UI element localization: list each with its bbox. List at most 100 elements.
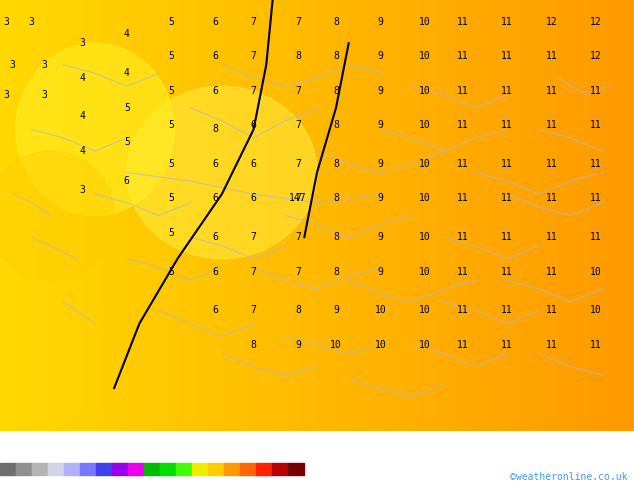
Text: -48: -48 — [16, 479, 27, 485]
Text: 3: 3 — [10, 60, 16, 70]
Text: 7: 7 — [250, 86, 257, 96]
Text: 42: 42 — [256, 479, 265, 485]
Text: 6: 6 — [212, 232, 219, 242]
Text: 8: 8 — [295, 51, 301, 61]
Text: 8: 8 — [333, 51, 339, 61]
Text: 8: 8 — [212, 124, 219, 134]
Text: 5: 5 — [168, 267, 174, 277]
Text: 6: 6 — [212, 86, 219, 96]
Text: 11: 11 — [501, 120, 513, 130]
Text: 11: 11 — [501, 232, 513, 242]
Text: 3: 3 — [79, 185, 86, 195]
Text: 5: 5 — [168, 51, 174, 61]
Text: 7: 7 — [250, 17, 257, 26]
Text: 9: 9 — [377, 17, 384, 26]
Text: 9: 9 — [377, 86, 384, 96]
Ellipse shape — [127, 86, 317, 259]
Text: 9: 9 — [377, 194, 384, 203]
Text: 11: 11 — [501, 51, 513, 61]
Bar — [288, 464, 304, 475]
Text: 3: 3 — [79, 38, 86, 48]
Text: 10: 10 — [375, 340, 386, 350]
Text: 7: 7 — [295, 159, 301, 169]
Text: 10: 10 — [419, 120, 430, 130]
Text: 11: 11 — [501, 194, 513, 203]
Text: 8: 8 — [333, 194, 339, 203]
Text: -54: -54 — [0, 479, 11, 485]
Text: 11: 11 — [590, 120, 602, 130]
Text: 11: 11 — [457, 86, 469, 96]
Bar — [64, 464, 80, 475]
Text: 9: 9 — [377, 51, 384, 61]
Text: 11: 11 — [546, 232, 557, 242]
Text: 3: 3 — [41, 90, 48, 100]
Text: 10: 10 — [419, 305, 430, 316]
Text: 10: 10 — [419, 340, 430, 350]
Text: 12: 12 — [590, 17, 602, 26]
Text: 10: 10 — [419, 86, 430, 96]
Text: 7: 7 — [295, 86, 301, 96]
Bar — [80, 464, 96, 475]
Text: 10: 10 — [419, 17, 430, 26]
Text: 7: 7 — [250, 267, 257, 277]
Text: 7: 7 — [250, 305, 257, 316]
Text: 6: 6 — [212, 17, 219, 26]
Text: 11: 11 — [590, 194, 602, 203]
Text: 10: 10 — [330, 340, 342, 350]
Text: 8: 8 — [333, 159, 339, 169]
Text: -42: -42 — [32, 479, 43, 485]
Text: 11: 11 — [501, 86, 513, 96]
Text: 8: 8 — [333, 232, 339, 242]
Text: 8: 8 — [250, 340, 257, 350]
Text: 6: 6 — [250, 120, 257, 130]
Text: 5: 5 — [124, 137, 130, 147]
Text: -12: -12 — [112, 479, 124, 485]
Text: 11: 11 — [457, 51, 469, 61]
Text: 12: 12 — [176, 479, 185, 485]
Text: 10: 10 — [419, 159, 430, 169]
Text: 36: 36 — [240, 479, 249, 485]
Bar — [208, 464, 224, 475]
Text: -6: -6 — [128, 479, 135, 485]
Bar — [128, 464, 144, 475]
Text: 7: 7 — [250, 51, 257, 61]
Text: 4: 4 — [79, 111, 86, 122]
Text: 5: 5 — [168, 120, 174, 130]
Bar — [192, 464, 208, 475]
Text: 8: 8 — [333, 267, 339, 277]
Text: 11: 11 — [590, 159, 602, 169]
Text: 11: 11 — [501, 305, 513, 316]
Text: 9: 9 — [377, 232, 384, 242]
Text: 11: 11 — [590, 232, 602, 242]
Text: 5: 5 — [168, 159, 174, 169]
Text: 9: 9 — [333, 305, 339, 316]
Text: -18: -18 — [96, 479, 108, 485]
Text: -36: -36 — [48, 479, 60, 485]
Text: 8: 8 — [333, 17, 339, 26]
Text: 7: 7 — [295, 17, 301, 26]
Text: -30: -30 — [64, 479, 75, 485]
Text: 5: 5 — [168, 86, 174, 96]
Text: 11: 11 — [546, 305, 557, 316]
Text: 0: 0 — [144, 479, 148, 485]
Text: 9: 9 — [377, 159, 384, 169]
Bar — [16, 464, 32, 475]
Text: 48: 48 — [272, 479, 281, 485]
Text: 11: 11 — [546, 51, 557, 61]
Text: 5: 5 — [124, 103, 130, 113]
Text: 12: 12 — [546, 17, 557, 26]
Text: 11: 11 — [457, 340, 469, 350]
Text: 6: 6 — [212, 267, 219, 277]
Text: 6: 6 — [212, 305, 219, 316]
Text: 9: 9 — [295, 340, 301, 350]
Text: 11: 11 — [546, 159, 557, 169]
Text: 4: 4 — [79, 73, 86, 83]
Text: 11: 11 — [501, 17, 513, 26]
Text: 54: 54 — [288, 479, 297, 485]
Text: 4: 4 — [124, 29, 130, 40]
Bar — [160, 464, 176, 475]
Text: 10: 10 — [590, 305, 602, 316]
Text: 7: 7 — [295, 194, 301, 203]
Text: 6: 6 — [250, 194, 257, 203]
Bar — [0, 464, 16, 475]
